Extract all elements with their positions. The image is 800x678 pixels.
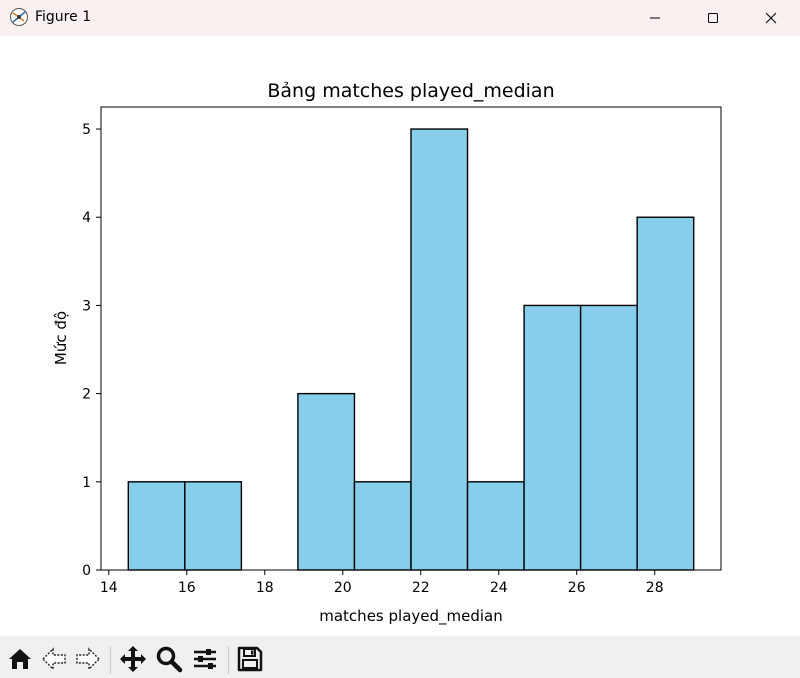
histogram-bar bbox=[127, 481, 186, 571]
histogram-bar bbox=[636, 216, 695, 571]
y-tick-label: 5 bbox=[82, 122, 91, 138]
home-icon bbox=[9, 649, 31, 669]
y-tick-label: 1 bbox=[82, 475, 91, 491]
close-button[interactable] bbox=[742, 0, 800, 36]
maximize-button[interactable] bbox=[684, 0, 742, 36]
plot-area-frame bbox=[100, 106, 722, 571]
y-axis-label: Mức độ bbox=[52, 311, 70, 365]
x-tick-label: 24 bbox=[490, 580, 508, 596]
close-icon bbox=[765, 12, 777, 24]
save-button[interactable] bbox=[236, 644, 264, 674]
window-title: Figure 1 bbox=[35, 9, 92, 25]
back-icon bbox=[42, 647, 66, 671]
home-button[interactable] bbox=[6, 644, 34, 674]
x-tick-label: 20 bbox=[334, 580, 352, 596]
toolbar-separator bbox=[110, 646, 111, 674]
histogram-bar bbox=[297, 392, 356, 571]
histogram-bar bbox=[579, 304, 638, 571]
x-tick-label: 26 bbox=[568, 580, 586, 596]
pan-button[interactable] bbox=[119, 644, 147, 674]
y-tick-label: 2 bbox=[82, 387, 91, 403]
zoom-button[interactable] bbox=[155, 644, 183, 674]
histogram-chart: 14 16 18 20 22 24 26 28 0 1 2 3 4 5 Bảng matches pla… bbox=[52, 80, 722, 626]
histogram-bar bbox=[410, 128, 469, 571]
x-axis-label: matches played_median bbox=[319, 607, 503, 626]
x-tick-label: 14 bbox=[100, 580, 118, 596]
minimize-icon bbox=[650, 17, 660, 19]
maximize-icon bbox=[708, 13, 718, 23]
forward-icon bbox=[76, 647, 100, 671]
zoom-icon bbox=[156, 646, 183, 673]
x-tick-label: 28 bbox=[646, 580, 664, 596]
back-button[interactable] bbox=[40, 644, 68, 674]
histogram-bar bbox=[353, 481, 412, 571]
forward-button[interactable] bbox=[74, 644, 102, 674]
y-tick-label: 4 bbox=[82, 210, 91, 226]
y-tick-label: 3 bbox=[82, 298, 91, 314]
histogram-bar bbox=[466, 481, 525, 571]
histogram-bar bbox=[184, 481, 243, 571]
save-icon bbox=[237, 646, 263, 672]
app-icon bbox=[10, 8, 28, 26]
x-tick-label: 22 bbox=[412, 580, 430, 596]
configure-subplots-button[interactable] bbox=[191, 644, 219, 674]
title-bar bbox=[0, 0, 800, 36]
pan-icon bbox=[120, 646, 146, 672]
y-tick-label: 0 bbox=[82, 563, 91, 579]
minimize-button[interactable] bbox=[626, 0, 684, 36]
x-tick-label: 16 bbox=[178, 580, 196, 596]
chart-title: Bảng matches played_median bbox=[267, 80, 554, 102]
x-tick-label: 18 bbox=[256, 580, 274, 596]
configure-subplots-icon bbox=[194, 649, 216, 669]
histogram-bar bbox=[523, 304, 582, 571]
toolbar-separator bbox=[228, 646, 229, 674]
